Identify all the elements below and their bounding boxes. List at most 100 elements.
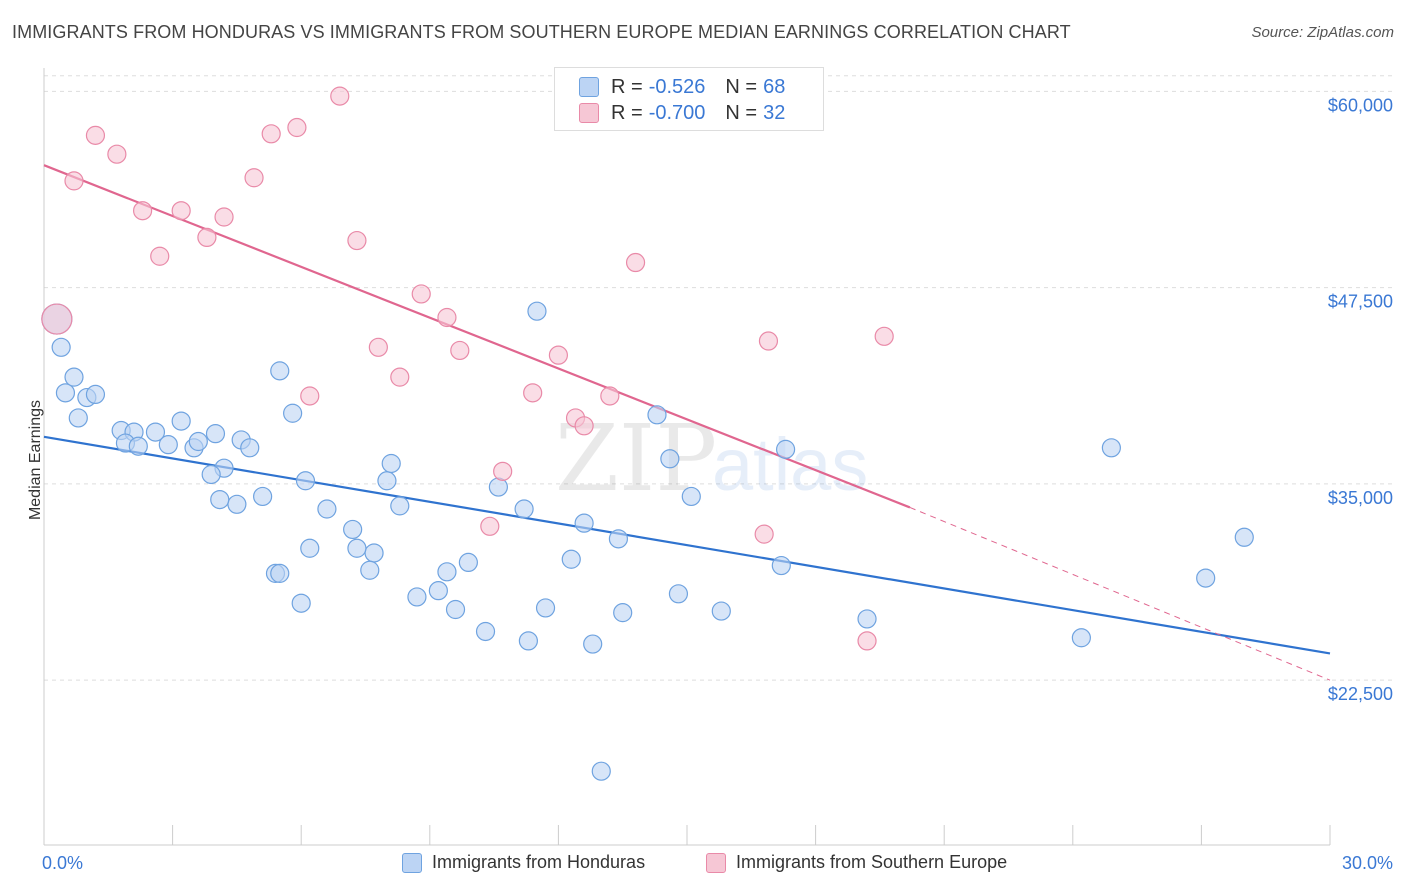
y-tick-label: $47,500 (1328, 292, 1393, 312)
point-honduras (300, 538, 320, 558)
point-honduras (608, 529, 629, 549)
trend-extension-southern-europe (909, 506, 1331, 681)
point-southern-europe (132, 201, 153, 221)
point-honduras (1071, 628, 1091, 648)
point-southern-europe (480, 516, 500, 536)
point-southern-europe (85, 125, 106, 145)
source-label: Source: ZipAtlas.com (1251, 24, 1394, 41)
point-honduras (488, 477, 508, 497)
legend-r-label: R = (611, 101, 643, 124)
legend-n-label: N = (725, 101, 758, 124)
trend-line-honduras (43, 435, 1331, 655)
point-southern-europe (493, 461, 513, 481)
tick-labels: $22,500 $35,000 $47,500 $60,000 0.0% 30.0% (42, 95, 1393, 873)
point-honduras (171, 411, 191, 431)
chart-title: IMMIGRANTS FROM HONDURAS VS IMMIGRANTS F… (12, 22, 1071, 42)
point-honduras (613, 603, 633, 623)
point-honduras (407, 587, 427, 607)
point-honduras (240, 438, 260, 458)
point-honduras (1234, 527, 1254, 547)
legend-row-southern-europe: R = -0.700 N = 32 (579, 101, 785, 125)
point-southern-europe (437, 307, 457, 328)
point-honduras (343, 519, 363, 540)
point-southern-europe (390, 367, 410, 387)
point-southern-europe (214, 207, 234, 227)
point-honduras (428, 581, 448, 601)
point-honduras (205, 424, 226, 444)
point-southern-europe (197, 227, 217, 248)
legend-swatch-blue (579, 77, 599, 97)
bottom-legend-honduras: Immigrants from Honduras (402, 852, 645, 873)
legend-row-honduras: R = -0.526 N = 68 (579, 75, 785, 99)
point-southern-europe (150, 246, 170, 266)
point-honduras (381, 453, 401, 474)
legend-n-label: N = (725, 75, 758, 98)
trend-lines (43, 164, 1331, 681)
point-honduras (445, 599, 466, 620)
axes (43, 68, 1331, 846)
point-honduras (1101, 438, 1121, 458)
point-honduras (475, 621, 496, 642)
point-southern-europe (347, 230, 367, 251)
point-honduras (347, 538, 367, 558)
y-tick-label: $60,000 (1328, 95, 1393, 115)
point-honduras (591, 761, 611, 781)
point-southern-europe (574, 416, 594, 436)
data-points (41, 86, 1254, 781)
correlation-legend: R = -0.526 N = 68 R = -0.700 N = 32 (554, 67, 824, 131)
point-honduras (360, 560, 380, 580)
point-honduras (390, 496, 410, 516)
point-honduras (201, 464, 221, 485)
point-honduras (128, 436, 148, 456)
point-southern-europe (411, 284, 431, 304)
bottom-legend-southern-europe: Immigrants from Southern Europe (706, 852, 1007, 873)
legend-r-label: R = (611, 75, 643, 98)
point-southern-europe (625, 252, 646, 273)
point-honduras (775, 439, 796, 459)
point-southern-europe (300, 386, 320, 406)
bottom-legend-label-honduras: Immigrants from Honduras (432, 852, 646, 872)
legend-r-value: -0.700 (648, 101, 706, 124)
point-southern-europe (368, 337, 388, 357)
point-southern-europe (244, 168, 264, 188)
point-honduras (1196, 568, 1216, 588)
point-southern-europe (758, 331, 779, 351)
point-honduras (711, 601, 731, 621)
point-honduras (647, 405, 667, 425)
point-southern-europe (548, 345, 569, 365)
gridlines (44, 75, 1395, 681)
point-honduras (188, 431, 208, 452)
trend-line-southern-europe (43, 164, 911, 509)
point-honduras (458, 552, 478, 573)
point-honduras (437, 562, 457, 582)
point-southern-europe (171, 201, 191, 221)
point-honduras (270, 361, 290, 381)
point-honduras (85, 384, 106, 405)
bottom-legend-swatch-pink (706, 852, 726, 873)
point-honduras (660, 449, 680, 469)
point-honduras (857, 609, 877, 629)
point-honduras (681, 486, 701, 507)
point-southern-europe (261, 124, 281, 144)
point-honduras (283, 403, 303, 423)
point-honduras (55, 383, 76, 403)
point-honduras (158, 435, 178, 455)
point-honduras (68, 408, 88, 428)
bottom-legend-label-southern-europe: Immigrants from Southern Europe (736, 852, 1008, 872)
point-honduras (364, 543, 384, 563)
point-honduras (527, 301, 547, 321)
legend-r-value: -0.526 (648, 75, 706, 98)
point-honduras (668, 584, 689, 604)
point-honduras (377, 471, 397, 491)
x-tick-label: 0.0% (42, 853, 83, 873)
point-honduras (561, 549, 581, 569)
point-honduras (295, 471, 316, 491)
point-honduras (514, 499, 534, 519)
y-axis-label: Median Earnings (27, 399, 44, 521)
point-honduras (210, 490, 230, 510)
point-southern-europe (64, 171, 84, 191)
point-honduras (317, 499, 337, 519)
point-southern-europe (330, 86, 350, 106)
legend-n-value: 32 (763, 101, 786, 124)
